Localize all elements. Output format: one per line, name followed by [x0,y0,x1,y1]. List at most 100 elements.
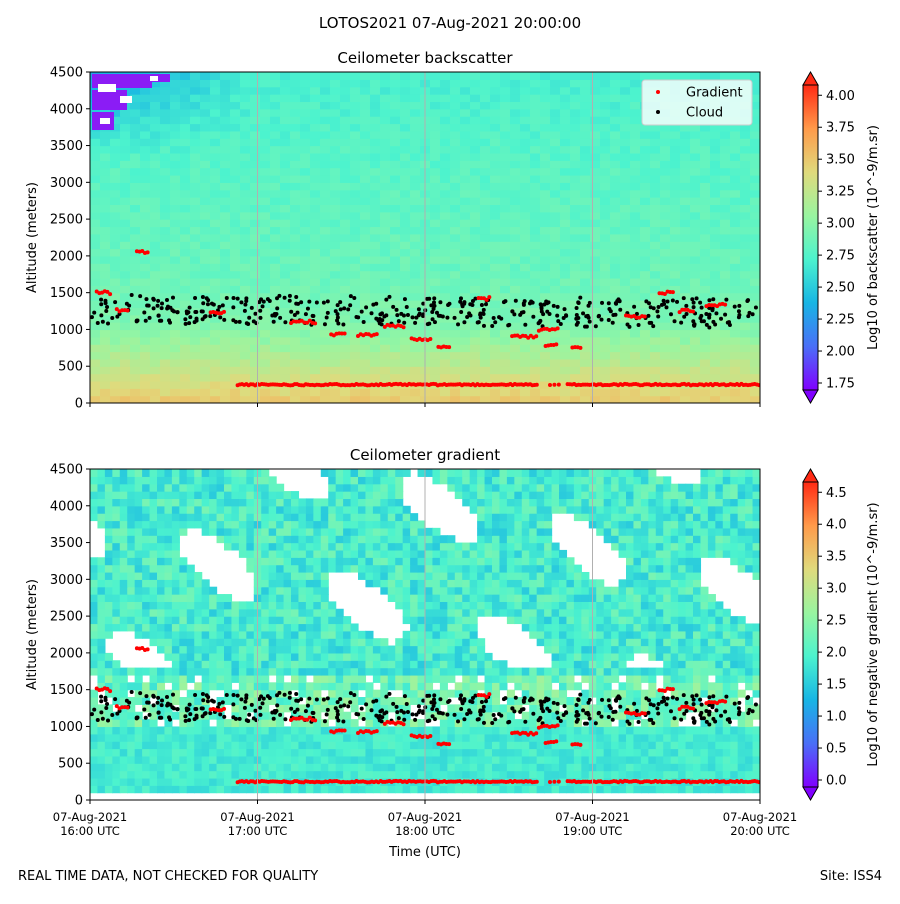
cloud-point [201,692,205,696]
cloud-point [148,713,152,717]
cloud-point [657,305,661,309]
cloud-point [588,698,592,702]
cloud-point [413,718,417,722]
cloud-point [336,321,340,325]
cloud-point [183,714,187,718]
x-axis-label: Time (UTC) [388,845,461,860]
cloud-point [160,306,164,310]
cloud-point [626,719,630,723]
cloud-point [360,310,364,314]
cloud-point [531,315,535,319]
cloud-point [714,311,718,315]
cloud-point [684,304,688,308]
cloud-point [152,298,156,302]
cloud-point [195,714,199,718]
cloud-point [647,698,651,702]
cloud-point [585,325,589,329]
cloud-point [733,305,737,309]
cloud-point [384,313,388,317]
x-tick-time: 16:00 UTC [60,824,120,838]
gradient-point [643,712,647,716]
cloud-point [349,691,353,695]
cloud-point [506,720,510,724]
cloud-point [702,319,706,323]
cloud-point [682,296,686,300]
cloud-point [275,306,279,310]
cloud-point [253,709,257,713]
cloud-point [294,692,298,696]
colorbar-tick-label: 3.5 [826,550,847,565]
cloud-point [435,708,439,712]
cloud-point [607,698,611,702]
cloud-point [246,719,250,723]
cloud-point [201,317,205,321]
colorbar-0: 1.752.002.252.502.753.003.253.503.754.00… [803,72,881,403]
cloud-point [402,718,406,722]
cloud-point [746,711,750,715]
cloud-point [152,703,156,707]
cloud-point [700,703,704,707]
quality-disclaimer: REAL TIME DATA, NOT CHECKED FOR QUALITY [18,869,318,884]
cloud-point [387,295,391,299]
gradient-point [428,734,432,738]
cloud-point [479,713,483,717]
cloud-point [481,311,485,315]
gradient-point [578,743,582,747]
cloud-point [288,691,292,695]
cloud-point [187,321,191,325]
gradient-point [691,309,695,313]
cloud-point [246,322,250,326]
cloud-point [432,697,436,701]
cloud-point [410,712,414,716]
cloud-point [548,709,552,713]
colorbar-tick-label: 3.50 [826,153,855,168]
cloud-point [144,716,148,720]
cloud-point [461,304,465,308]
x-tick-date: 07-Aug-2021 [53,810,127,824]
colorbar-label: Log10 of backscatter (10^-9/m.sr) [866,125,881,350]
cloud-point [222,318,226,322]
cloud-point [754,306,758,310]
colorbar-tick-label: 1.0 [826,710,847,725]
cloud-point [158,319,162,323]
cloud-point [480,700,484,704]
cloud-point [702,716,706,720]
cloud-point [221,303,225,307]
cloud-point [273,314,277,318]
y-tick-label: 1000 [50,720,83,735]
cloud-point [564,711,568,715]
cloud-point [413,321,417,325]
cloud-point [218,712,222,716]
gradient-point [428,337,432,341]
cloud-point [135,319,139,323]
colorbar-extend-min [803,787,818,800]
cloud-point [348,303,352,307]
cloud-point [431,714,435,718]
cloud-point [247,713,251,717]
cloud-point [611,321,615,325]
cloud-point [236,694,240,698]
cloud-point [406,313,410,317]
gradient-point [146,250,150,254]
cloud-point [690,694,694,698]
cloud-point [671,298,675,302]
cloud-point [523,696,527,700]
cloud-point [289,707,293,711]
cloud-point [338,697,342,701]
cloud-point [698,316,702,320]
cloud-point [746,695,750,699]
gradient-point [535,780,539,784]
cloud-point [244,296,248,300]
cloud-point [417,710,421,714]
cloud-point [160,699,164,703]
cloud-point [288,696,292,700]
gradient-point [108,689,112,693]
cloud-point [556,716,560,720]
cloud-point [588,320,592,324]
cloud-point [234,320,238,324]
panel-title: Ceilometer backscatter [337,49,513,67]
cloud-point [130,293,134,297]
colorbar-extend-max [803,469,818,482]
cloud-point [165,695,169,699]
cloud-point [427,694,431,698]
